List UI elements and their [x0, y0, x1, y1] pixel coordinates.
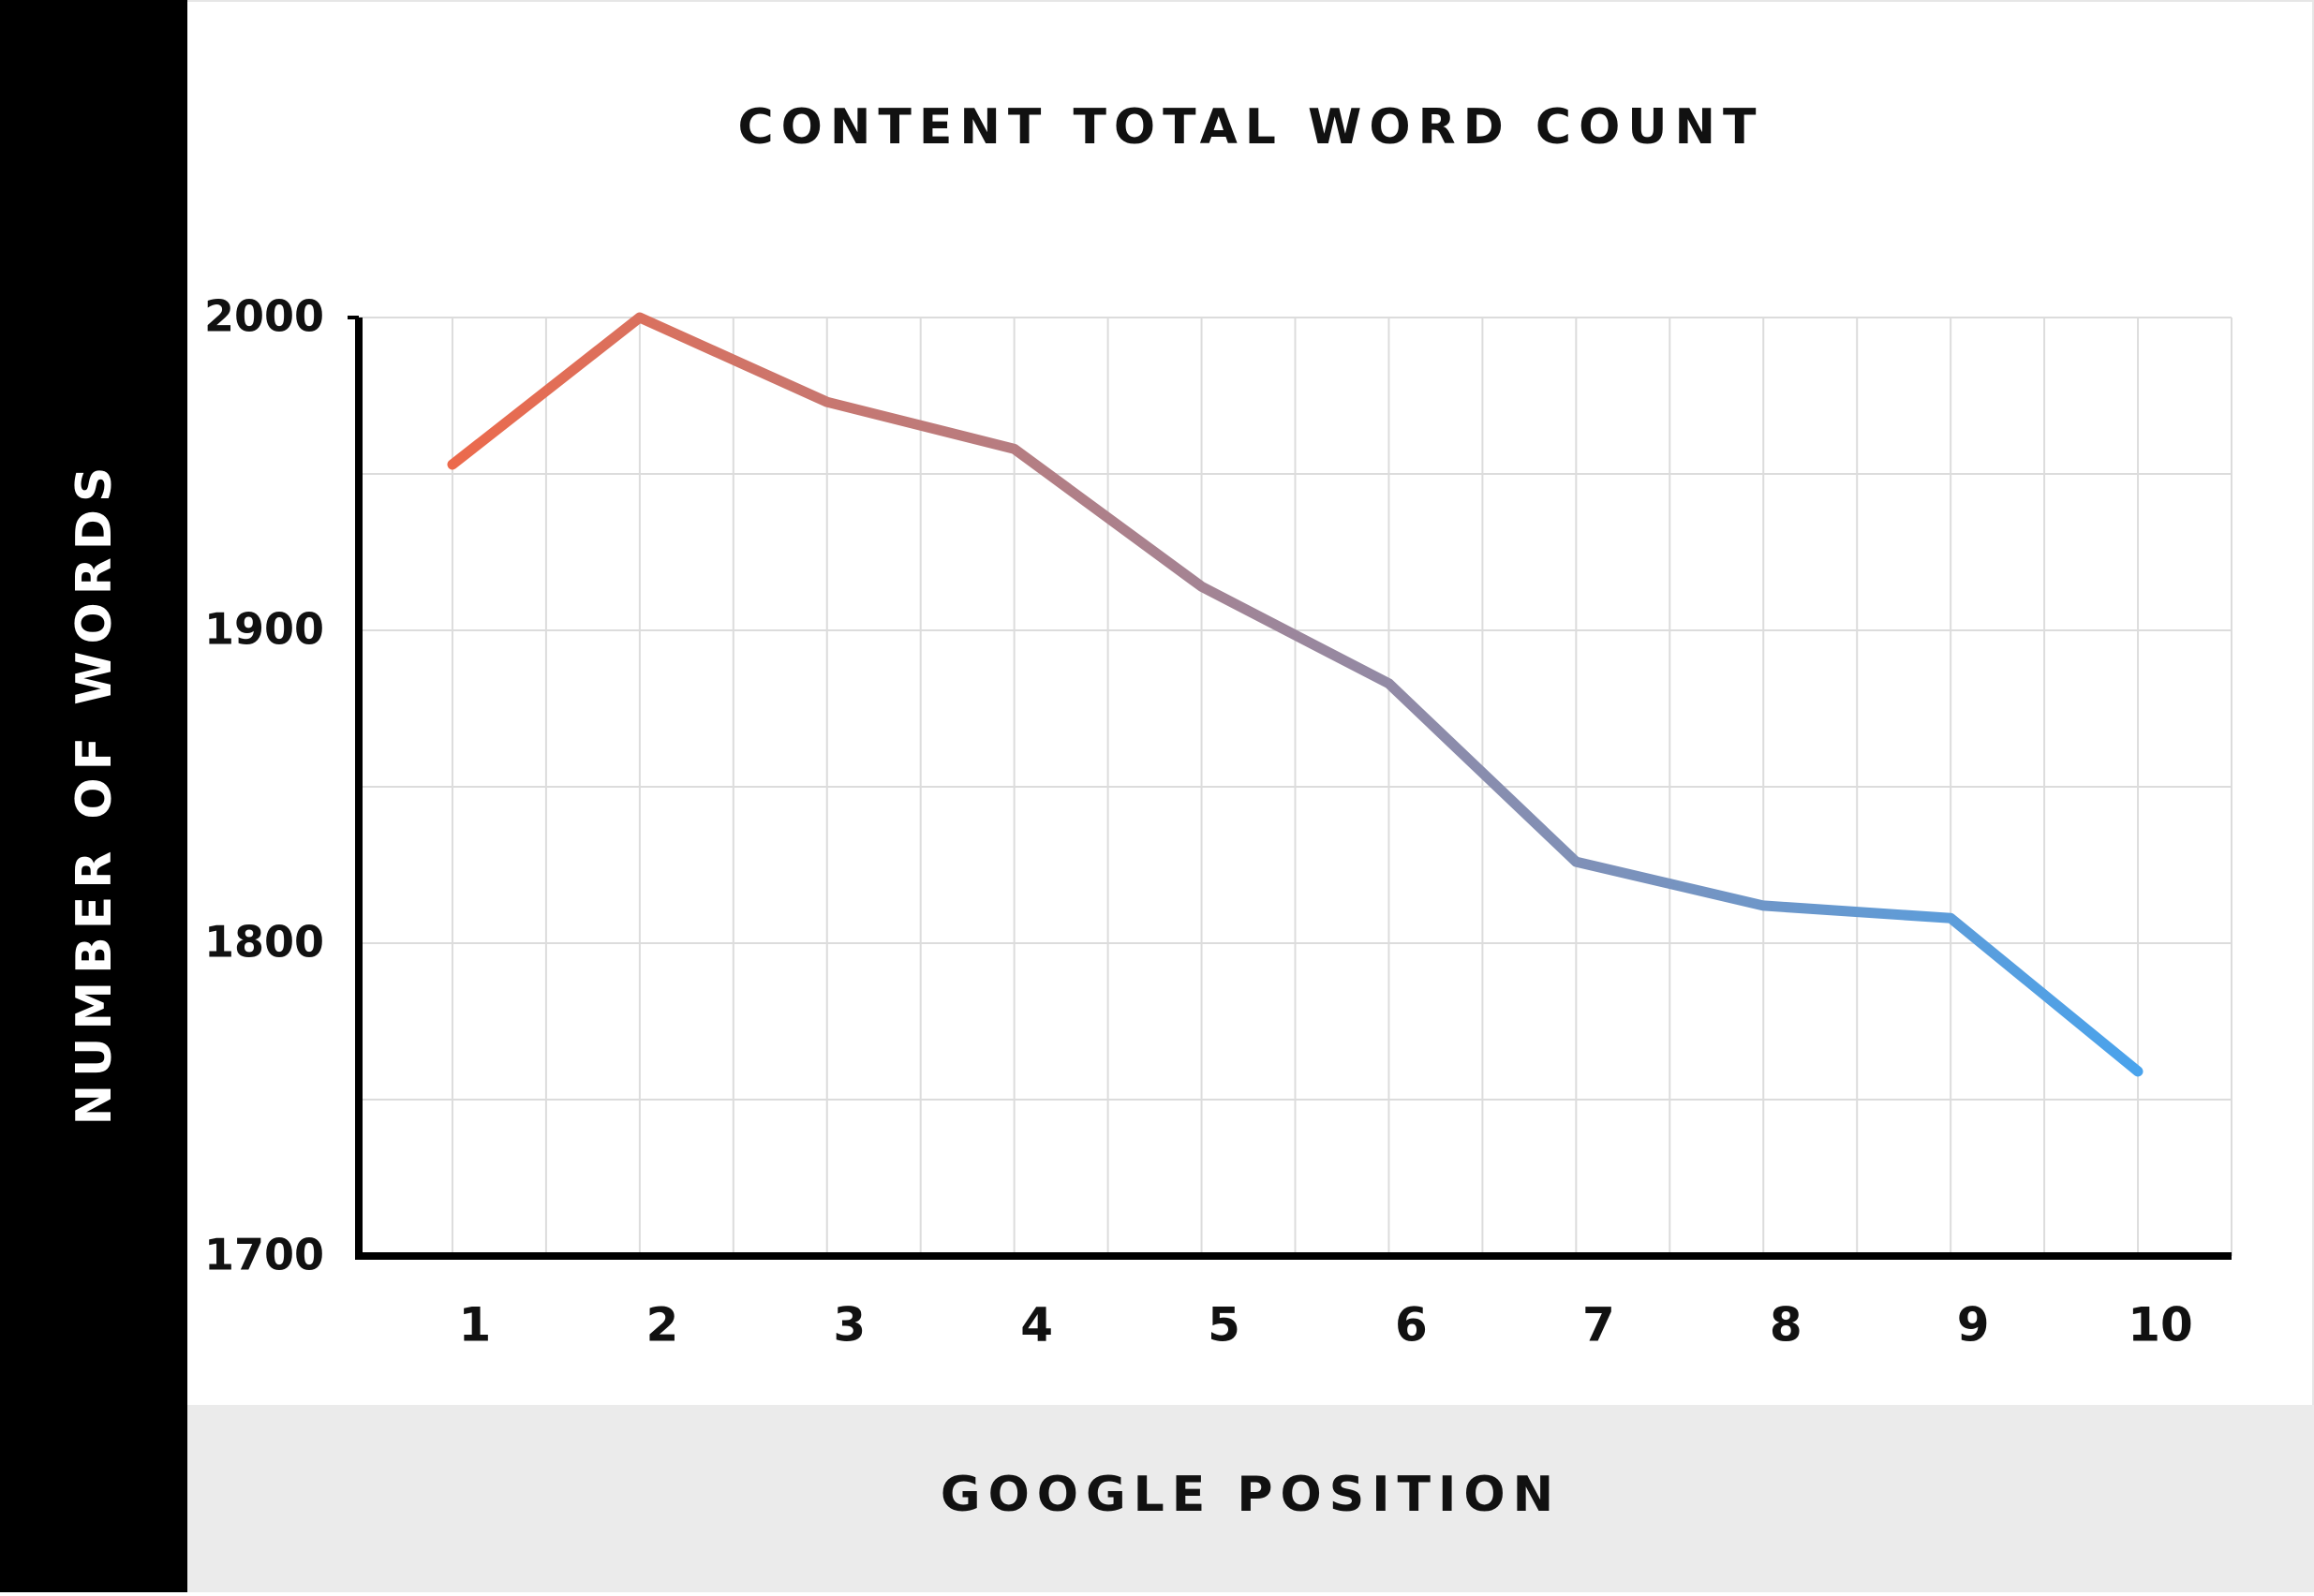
data-line — [447, 312, 2143, 1077]
plot: 1700 1800 1900 2000 1 2 3 4 5 6 7 8 9 10 — [204, 291, 2232, 1352]
x-tick-label: 7 — [1582, 1298, 1615, 1352]
x-tick-label: 3 — [833, 1298, 866, 1352]
x-label-band — [187, 1405, 2314, 1592]
y-tick-label: 2000 — [204, 291, 324, 342]
y-tick-label: 1800 — [204, 917, 324, 968]
x-tick-label: 2 — [645, 1298, 678, 1352]
x-tick-label: 6 — [1395, 1298, 1428, 1352]
x-tick-label: 1 — [459, 1298, 492, 1352]
x-tick-label: 5 — [1208, 1298, 1240, 1352]
x-tick-label: 8 — [1770, 1298, 1802, 1352]
y-tick-label: 1700 — [204, 1230, 324, 1280]
y-tick-label: 1900 — [204, 604, 324, 655]
y-axis-label: NUMBER OF WORDS — [67, 460, 123, 1126]
y-label-band — [0, 0, 187, 1592]
x-tick-label: 4 — [1020, 1298, 1053, 1352]
x-tick-label: 10 — [2128, 1298, 2193, 1352]
grid — [359, 317, 2232, 1257]
x-axis-label: GOOGLE POSITION — [941, 1467, 1561, 1523]
x-tick-label: 9 — [1957, 1298, 1990, 1352]
chart-title: CONTENT TOTAL WORD COUNT — [737, 99, 1763, 155]
